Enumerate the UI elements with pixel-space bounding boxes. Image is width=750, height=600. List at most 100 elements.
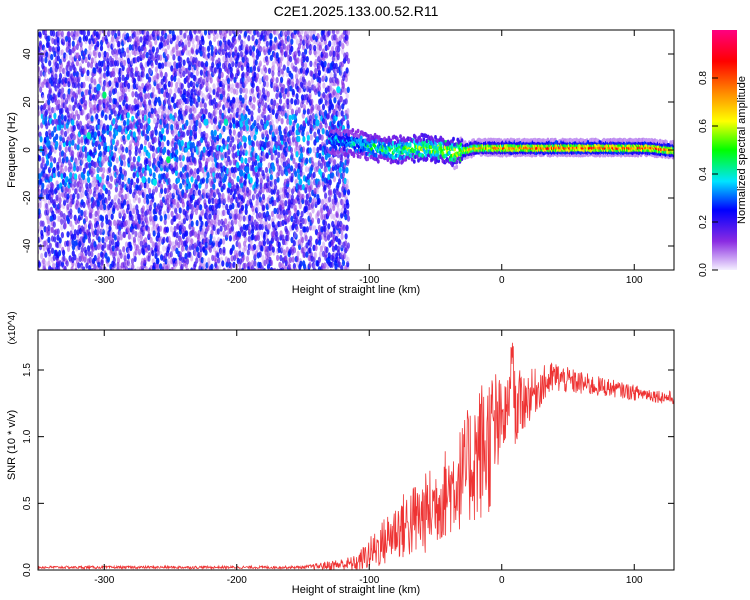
noise-cell	[324, 268, 328, 270]
noise-cell	[269, 113, 273, 121]
noise-cell	[212, 88, 216, 96]
noise-cell	[292, 131, 296, 138]
noise-cell	[317, 69, 322, 77]
noise-cell	[248, 30, 252, 35]
noise-cell	[97, 90, 101, 98]
noise-cell	[84, 48, 88, 55]
noise-cell	[103, 242, 107, 249]
noise-cell	[193, 30, 197, 35]
noise-cell	[82, 167, 86, 174]
noise-cell	[165, 128, 169, 135]
noise-cell	[229, 262, 233, 270]
noise-cell	[279, 220, 283, 228]
noise-cell	[50, 247, 55, 254]
noise-cell	[216, 209, 220, 216]
noise-cell	[147, 92, 151, 100]
noise-cell	[278, 129, 282, 137]
noise-cell	[185, 119, 189, 127]
noise-cell	[179, 104, 183, 112]
noise-cell	[270, 119, 274, 126]
noise-cell	[103, 141, 107, 148]
noise-cell	[267, 67, 272, 75]
noise-cell	[248, 119, 252, 126]
noise-cell	[195, 81, 199, 88]
noise-cell	[74, 157, 78, 164]
noise-cell	[98, 30, 102, 36]
noise-cell	[63, 222, 67, 229]
noise-cell	[151, 145, 155, 152]
noise-cell	[56, 36, 60, 43]
noise-cell	[211, 61, 215, 69]
noise-cell	[125, 265, 129, 270]
noise-cell	[217, 86, 221, 94]
noise-cell	[190, 72, 194, 79]
noise-cell	[107, 189, 111, 196]
noise-cell	[280, 49, 284, 56]
noise-cell	[261, 87, 266, 94]
noise-cell	[64, 146, 68, 153]
noise-cell	[44, 251, 48, 258]
noise-cell	[188, 60, 192, 67]
noise-cell	[232, 193, 236, 200]
noise-cell	[96, 200, 101, 207]
noise-cell	[230, 219, 234, 227]
noise-cell	[281, 110, 285, 117]
noise-cell	[134, 66, 138, 73]
noise-cell	[76, 30, 80, 37]
noise-cell	[264, 102, 268, 109]
noise-cell	[273, 178, 277, 186]
noise-cell	[151, 249, 155, 257]
noise-cell	[153, 117, 157, 125]
noise-cell	[154, 268, 158, 270]
noise-cell	[271, 162, 275, 169]
noise-cell	[273, 51, 277, 59]
noise-cell	[128, 35, 132, 43]
noise-cell	[206, 141, 211, 148]
noise-cell	[272, 124, 276, 131]
noise-cell	[180, 222, 184, 229]
noise-cell	[191, 37, 195, 45]
noise-cell	[181, 65, 185, 72]
noise-cell	[141, 82, 145, 90]
noise-cell	[98, 150, 103, 158]
noise-cell	[105, 198, 109, 205]
noise-cell	[166, 43, 170, 50]
noise-cell	[104, 155, 108, 162]
noise-cell	[67, 187, 71, 195]
noise-cell	[113, 77, 117, 84]
noise-cell	[112, 118, 116, 125]
noise-cell	[290, 73, 294, 80]
noise-cell	[163, 98, 167, 105]
noise-cell	[256, 31, 260, 38]
noise-cell	[207, 30, 211, 36]
noise-cell	[269, 54, 273, 62]
noise-cell	[94, 51, 98, 58]
noise-cell	[304, 48, 308, 55]
noise-cell	[100, 215, 105, 222]
noise-cell	[280, 68, 284, 75]
noise-cell	[332, 89, 336, 96]
noise-cell	[346, 157, 350, 164]
noise-cell	[145, 158, 149, 165]
noise-cell	[161, 161, 166, 168]
noise-cell	[139, 36, 143, 43]
noise-cell	[344, 233, 348, 240]
noise-cell	[180, 263, 184, 270]
noise-cell	[242, 254, 246, 261]
noise-cell	[192, 81, 196, 89]
noise-cell	[123, 119, 127, 127]
noise-cell	[64, 53, 69, 61]
noise-cell	[336, 245, 341, 252]
noise-cell	[273, 199, 277, 206]
noise-cell	[147, 177, 151, 184]
noise-cell	[105, 214, 109, 221]
noise-cell	[159, 165, 164, 172]
noise-cell	[164, 71, 168, 79]
noise-cell	[253, 243, 257, 251]
noise-cell	[149, 215, 153, 222]
noise-cell	[58, 124, 62, 131]
noise-cell	[60, 231, 64, 239]
noise-cell	[221, 83, 225, 90]
noise-cell	[230, 56, 235, 63]
noise-cell	[265, 40, 269, 48]
